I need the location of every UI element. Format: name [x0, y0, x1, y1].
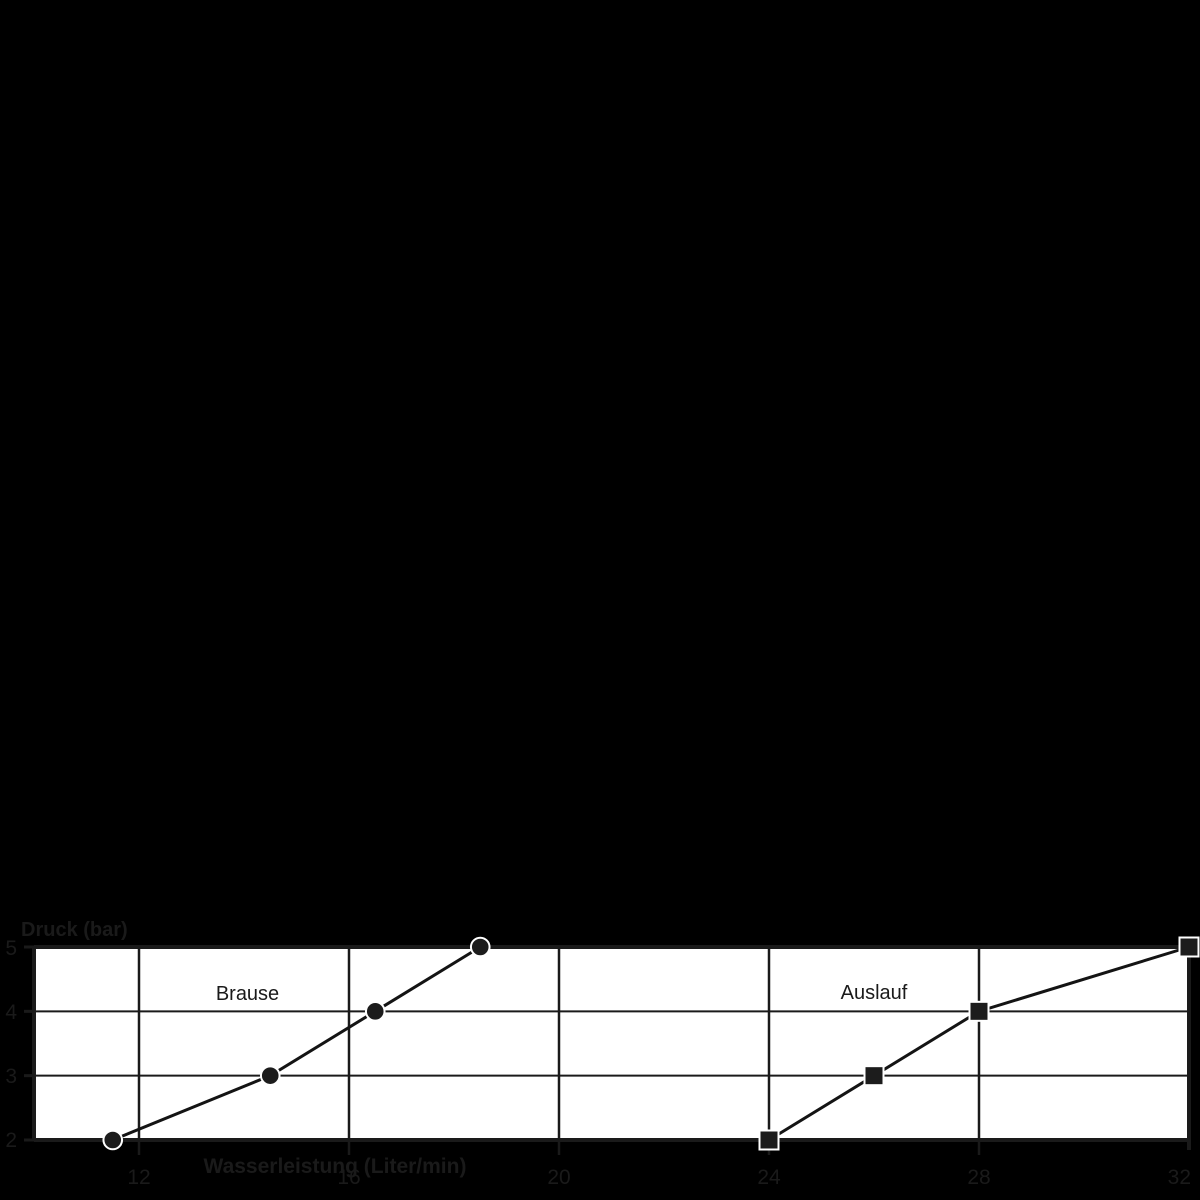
- svg-text:12: 12: [127, 1166, 150, 1189]
- svg-text:3: 3: [5, 1065, 17, 1088]
- svg-text:Brause: Brause: [216, 983, 279, 1005]
- svg-text:Wasserleistung (Liter/min): Wasserleistung (Liter/min): [204, 1155, 467, 1178]
- svg-text:32: 32: [1168, 1166, 1191, 1189]
- svg-text:2: 2: [5, 1129, 17, 1152]
- svg-text:5: 5: [5, 937, 17, 960]
- svg-text:4: 4: [5, 1001, 17, 1024]
- svg-text:Auslauf: Auslauf: [841, 982, 908, 1004]
- svg-text:Druck (bar): Druck (bar): [21, 919, 128, 941]
- svg-text:28: 28: [967, 1166, 990, 1189]
- svg-text:24: 24: [757, 1166, 781, 1189]
- svg-text:20: 20: [547, 1166, 570, 1189]
